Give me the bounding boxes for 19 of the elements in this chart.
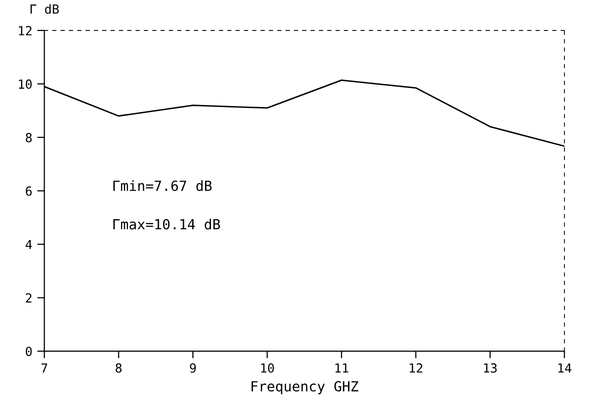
annotation: Γmax=10.14 dB <box>113 218 220 230</box>
x-tick-label: 10 <box>261 363 274 373</box>
y-axis-title: Γ dB <box>30 4 59 14</box>
y-tick-label: 0 <box>26 346 32 356</box>
y-tick-label: 12 <box>18 26 32 36</box>
x-tick-label: 9 <box>190 363 196 373</box>
x-tick-label: 12 <box>410 363 422 373</box>
x-tick-label: 7 <box>41 363 48 373</box>
x-axis-title: Frequency GHZ <box>252 381 358 394</box>
x-tick-label: 8 <box>116 363 122 373</box>
y-tick-label: 4 <box>26 240 32 250</box>
x-tick-label: 11 <box>335 363 348 373</box>
y-tick-label: 10 <box>18 79 32 89</box>
x-tick-label: 14 <box>558 363 572 373</box>
annotation: Γmin=7.67 dB <box>113 180 212 192</box>
y-tick-label: 2 <box>26 293 32 303</box>
y-tick-label: 6 <box>26 186 32 196</box>
y-tick-label: 8 <box>26 132 32 142</box>
x-tick-label: 13 <box>484 363 497 373</box>
